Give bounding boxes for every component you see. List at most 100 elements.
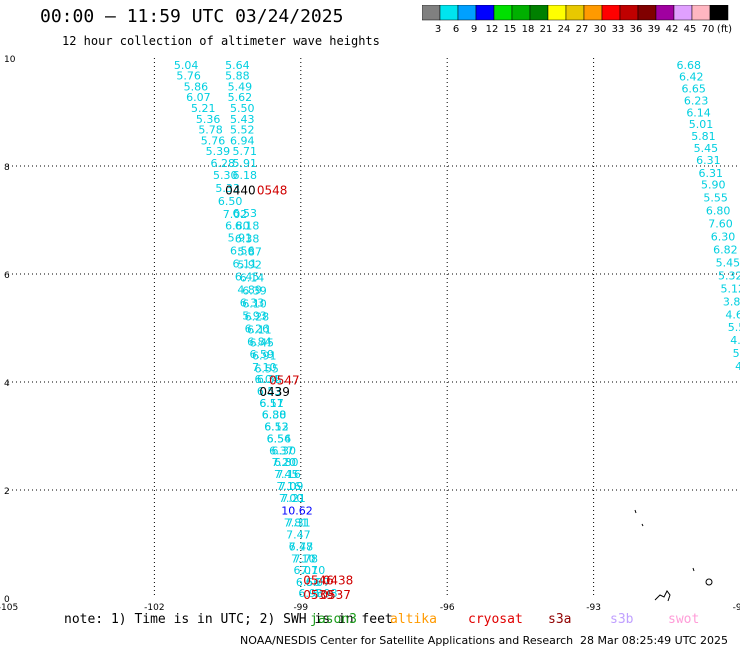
colorbar-tick-label: 42 — [666, 24, 679, 35]
wave-height-label: 6.45 — [235, 270, 259, 283]
wave-height-label: 6.82 — [713, 243, 738, 256]
colorbar-tick-label: 6 — [453, 24, 459, 35]
wave-height-label: 5.21 — [191, 102, 216, 115]
time-label: 0548 — [257, 184, 288, 198]
wave-height-label: 5.76 — [176, 70, 201, 83]
wave-height-label: 4.89 — [237, 283, 261, 296]
x-tick-label: -90 — [733, 603, 740, 612]
chart-subtitle: 12 hour collection of altimeter wave hei… — [62, 34, 380, 48]
wave-height-label: 6.51 — [259, 397, 284, 410]
wave-height-label: 5.52 — [230, 124, 255, 137]
wave-height-label: 6.80 — [706, 205, 731, 218]
wave-height-label: 5.88 — [225, 70, 250, 83]
wave-height-label: 6.30 — [262, 409, 287, 422]
time-label: 0438 — [323, 574, 354, 588]
colorbar-tick-label: 27 — [576, 24, 589, 35]
wave-height-label: 6.18 — [232, 169, 256, 182]
wave-height-label: 6.56 — [296, 576, 321, 589]
wave-height-label: 6.52 — [264, 421, 289, 434]
wave-height-label: 6.07 — [306, 576, 331, 589]
x-tick-label: -102 — [144, 603, 164, 612]
y-tick-label: 0 — [4, 595, 10, 605]
coastline-fragment — [641, 523, 644, 527]
wave-height-label: 7.60 — [708, 218, 733, 231]
wave-height-label: 6.04 — [254, 373, 279, 386]
wave-height-label: 6.11 — [232, 258, 256, 271]
legend-sat-s3b: s3b — [610, 612, 634, 627]
wave-height-label: 6.68 — [677, 59, 702, 72]
footer-organization: NOAA/NESDIS Center for Satellite Applica… — [240, 634, 574, 647]
wave-height-label: 3.88 — [723, 295, 740, 308]
wave-height-label: 5.04 — [174, 59, 199, 72]
wave-height-label: 6.33 — [240, 296, 264, 309]
colorbar-unit-label: (ft) — [717, 24, 732, 35]
wave-height-label: 10.62 — [281, 504, 313, 517]
wave-height-label: 6.07 — [186, 91, 211, 104]
colorbar-tick-label: 39 — [648, 24, 661, 35]
legend-sat-altika: altika — [390, 612, 437, 627]
wave-height-label: 6.31 — [699, 167, 724, 180]
wave-height-label: 5.33 — [215, 182, 240, 195]
wave-height-label: 6.91 — [252, 349, 277, 362]
wave-height-label: 6.18 — [235, 220, 259, 233]
wave-height-label: 6.28 — [211, 157, 236, 170]
time-label: 0440 — [225, 184, 256, 198]
colorbar-tick-label: 3 — [435, 24, 441, 35]
wave-height-label: 7.47 — [286, 529, 311, 542]
wave-height-label: 7.47 — [289, 540, 314, 553]
wave-height-label: 6.30 — [272, 444, 297, 457]
wave-height-label: 7.10 — [252, 361, 277, 374]
wave-height-label: 7.00 — [279, 492, 304, 505]
wave-height-label: 5.18 — [733, 347, 740, 360]
wave-height-label: 6.59 — [250, 348, 275, 361]
wave-height-label: 5.93 — [242, 309, 266, 322]
chart-title: 00:00 — 11:59 UTC 03/24/2025 — [40, 6, 344, 27]
wave-height-label: 5.01 — [689, 118, 714, 131]
wave-height-label: 5.76 — [201, 134, 226, 147]
coastline-fragment — [692, 567, 695, 572]
legend-sat-s3a: s3a — [548, 612, 572, 627]
wave-height-label: 5.45 — [716, 256, 740, 269]
wave-height-label: 6.54 — [267, 432, 292, 445]
wave-height-label: 7.09 — [279, 480, 304, 493]
wave-height-label: 5.71 — [232, 145, 256, 158]
colorbar-tick-label: 24 — [558, 24, 571, 35]
wave-height-label: 6.65 — [681, 83, 706, 96]
wave-height-label: 6.10 — [242, 297, 266, 310]
coastline-fragments — [634, 509, 713, 602]
time-label: 0537 — [320, 588, 351, 602]
wave-height-label: 6.39 — [242, 285, 266, 298]
wave-height-label: 4.73 — [735, 360, 740, 373]
colorbar-tick-label: 21 — [540, 24, 553, 35]
colorbar-tick-label: 36 — [630, 24, 643, 35]
wave-height-label: 5.62 — [228, 91, 253, 104]
y-tick-label: 10 — [4, 55, 16, 65]
wave-height-label: 5.55 — [703, 192, 728, 205]
time-label: 0439 — [259, 385, 290, 399]
wave-height-label: 6.94 — [230, 134, 255, 147]
wave-height-label: 5.50 — [230, 102, 255, 115]
colorbar-swatch — [709, 5, 729, 21]
wave-height-label: 6.56 — [230, 245, 255, 258]
colorbar-tick-label: 45 — [684, 24, 697, 35]
wave-height-label: 7.16 — [276, 480, 301, 493]
wave-height-label: 6.78 — [289, 540, 314, 553]
wave-height-label: 5.81 — [691, 130, 716, 143]
coastline-fragment — [634, 509, 637, 514]
y-tick-label: 2 — [4, 487, 10, 497]
y-tick-label: 8 — [4, 163, 10, 173]
wave-height-label: 6.56 — [267, 432, 292, 445]
wave-height-label: 7.78 — [293, 552, 318, 565]
x-tick-label: -96 — [440, 603, 455, 612]
wave-height-label: 7.21 — [281, 492, 306, 505]
legend: note: 1) Time is in UTC; 2) SWH is in fe… — [0, 612, 740, 630]
wave-height-label: 4.13 — [730, 334, 740, 347]
wave-height-label: 6.23 — [684, 94, 709, 107]
x-tick-label: -93 — [586, 603, 601, 612]
wave-height-label: 5.43 — [230, 113, 255, 126]
wave-height-label: 5.91 — [232, 157, 256, 170]
wave-height-label: 7.20 — [272, 456, 297, 469]
wave-height-label: 7.16 — [276, 468, 301, 481]
colorbar-tick-label: 30 — [594, 24, 607, 35]
wave-height-label: 5.78 — [198, 124, 223, 137]
